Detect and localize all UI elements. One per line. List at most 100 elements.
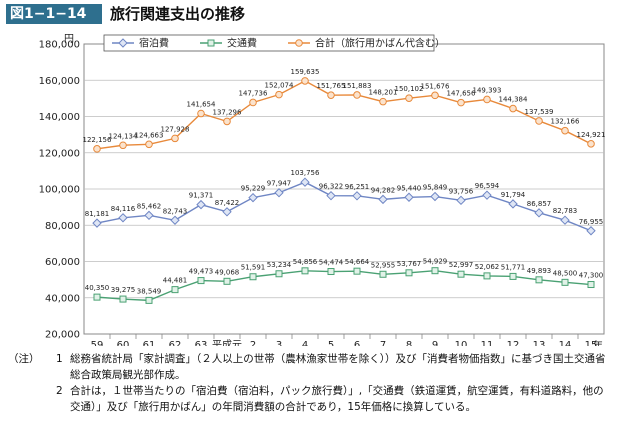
data-label: 151,765 bbox=[317, 82, 346, 90]
data-point bbox=[483, 272, 491, 280]
data-point bbox=[275, 270, 283, 278]
data-label: 53,767 bbox=[397, 260, 422, 268]
series-line bbox=[96, 181, 592, 232]
data-point bbox=[483, 95, 491, 104]
data-label: 44,481 bbox=[163, 277, 188, 285]
x-tick-label: 2 bbox=[250, 340, 256, 346]
data-label: 95,229 bbox=[241, 185, 266, 193]
figure-number: 図1−1−14 bbox=[6, 4, 102, 24]
legend-label: 宿泊費 bbox=[139, 37, 169, 50]
data-label: 49,893 bbox=[527, 267, 552, 275]
x-tick-label: 5 bbox=[328, 340, 334, 346]
x-tick-label: 61 bbox=[143, 340, 156, 346]
data-point bbox=[145, 296, 153, 304]
data-label: 151,676 bbox=[421, 82, 450, 90]
data-point bbox=[223, 277, 231, 285]
data-point bbox=[430, 191, 440, 202]
legend-label: 交通費 bbox=[227, 37, 257, 50]
data-label: 86,857 bbox=[527, 200, 552, 208]
data-point bbox=[197, 277, 205, 285]
data-label: 96,251 bbox=[345, 183, 370, 191]
series-line bbox=[96, 80, 592, 150]
data-point bbox=[92, 218, 102, 228]
data-point bbox=[118, 213, 128, 223]
x-tick-label: 7 bbox=[380, 340, 386, 346]
x-tick-label: 60 bbox=[117, 340, 130, 346]
data-label: 82,743 bbox=[163, 207, 188, 215]
data-label: 124,921 bbox=[577, 131, 606, 139]
y-tick-label: 60,000 bbox=[45, 257, 80, 268]
data-point bbox=[207, 39, 215, 47]
data-label: 52,955 bbox=[371, 261, 396, 269]
y-axis: 20,000 40,000 60,000 80,000 100,000 120,000 14… bbox=[39, 40, 80, 341]
data-point bbox=[508, 199, 518, 209]
data-point bbox=[119, 295, 127, 303]
data-point bbox=[586, 226, 596, 236]
note-text: 合計は，１世帯当たりの「宿泊費（宿泊料，パック旅行費）」,「交通費（鉄道運賃，航… bbox=[70, 385, 604, 413]
data-label: 95,440 bbox=[397, 184, 422, 192]
data-point bbox=[352, 191, 362, 201]
x-tick-label: 8 bbox=[406, 340, 412, 346]
data-label: 82,783 bbox=[553, 207, 578, 215]
data-point bbox=[275, 90, 283, 99]
data-point bbox=[353, 267, 361, 275]
data-label: 149,393 bbox=[473, 86, 502, 94]
note-2: 2 合計は，１世帯当たりの「宿泊費（宿泊料，パック旅行費）」,「交通費（鉄道運賃… bbox=[8, 383, 613, 415]
data-label: 137,296 bbox=[213, 108, 242, 116]
y-axis-unit: 円 bbox=[64, 34, 74, 45]
data-label: 137,539 bbox=[525, 108, 554, 116]
y-tick-label: 120,000 bbox=[39, 148, 80, 159]
data-point bbox=[457, 270, 465, 278]
data-point bbox=[326, 190, 336, 201]
x-tick-label: 3 bbox=[276, 340, 282, 346]
series-line bbox=[96, 269, 592, 302]
data-point bbox=[249, 98, 257, 107]
data-label: 52,997 bbox=[449, 261, 474, 269]
y-tick-label: 100,000 bbox=[39, 185, 80, 196]
data-point bbox=[456, 195, 466, 206]
data-label: 49,473 bbox=[189, 268, 214, 276]
data-point bbox=[171, 134, 179, 143]
data-point bbox=[197, 109, 205, 118]
data-label: 54,929 bbox=[423, 258, 448, 266]
data-label: 152,074 bbox=[265, 82, 294, 90]
data-label: 39,275 bbox=[111, 286, 136, 294]
data-point bbox=[144, 210, 154, 221]
data-point bbox=[535, 276, 543, 284]
note-1: （注） 1 総務省統計局「家計調査」（２人以上の世帯（農林漁家世帯を除く））及び… bbox=[8, 351, 613, 383]
note-number: 2 bbox=[56, 385, 63, 397]
y-tick-label: 140,000 bbox=[39, 112, 80, 123]
data-label: 94,282 bbox=[371, 186, 396, 194]
data-point bbox=[535, 117, 543, 125]
data-point bbox=[327, 268, 335, 276]
data-point bbox=[431, 267, 439, 275]
data-label: 49,068 bbox=[215, 268, 240, 276]
data-label: 87,422 bbox=[215, 199, 240, 207]
x-tick-label: 6 bbox=[354, 340, 360, 346]
data-point bbox=[482, 190, 492, 200]
data-point bbox=[404, 192, 414, 202]
data-point bbox=[587, 140, 595, 148]
data-label: 52,062 bbox=[475, 263, 500, 271]
legend: 宿泊費 交通費 合計（旅行用かばん代含む） bbox=[103, 34, 445, 52]
data-label: 38,549 bbox=[137, 287, 162, 295]
data-point bbox=[93, 145, 101, 153]
data-label: 81,181 bbox=[85, 210, 110, 218]
data-point bbox=[509, 104, 517, 113]
y-tick-label: 80,000 bbox=[45, 221, 80, 232]
data-label: 127,928 bbox=[161, 125, 190, 133]
data-point bbox=[196, 199, 206, 210]
data-label: 40,350 bbox=[85, 284, 110, 292]
data-point bbox=[457, 98, 465, 107]
x-axis: 59 60 61 62 63 平成元 2 3 4 5 6 7 8 9 10 11 12 13 14 15 bbox=[91, 334, 597, 346]
data-label: 147,736 bbox=[239, 89, 268, 97]
data-label: 132,166 bbox=[551, 118, 580, 126]
data-point bbox=[119, 141, 127, 150]
data-point bbox=[509, 272, 517, 280]
data-label: 147,656 bbox=[447, 90, 476, 98]
x-tick-label: 59 bbox=[91, 340, 104, 346]
data-label: 54,664 bbox=[345, 258, 370, 266]
data-point bbox=[560, 215, 570, 225]
line-chart: 20,000 40,000 60,000 80,000 100,000 120,000 14… bbox=[39, 34, 606, 346]
